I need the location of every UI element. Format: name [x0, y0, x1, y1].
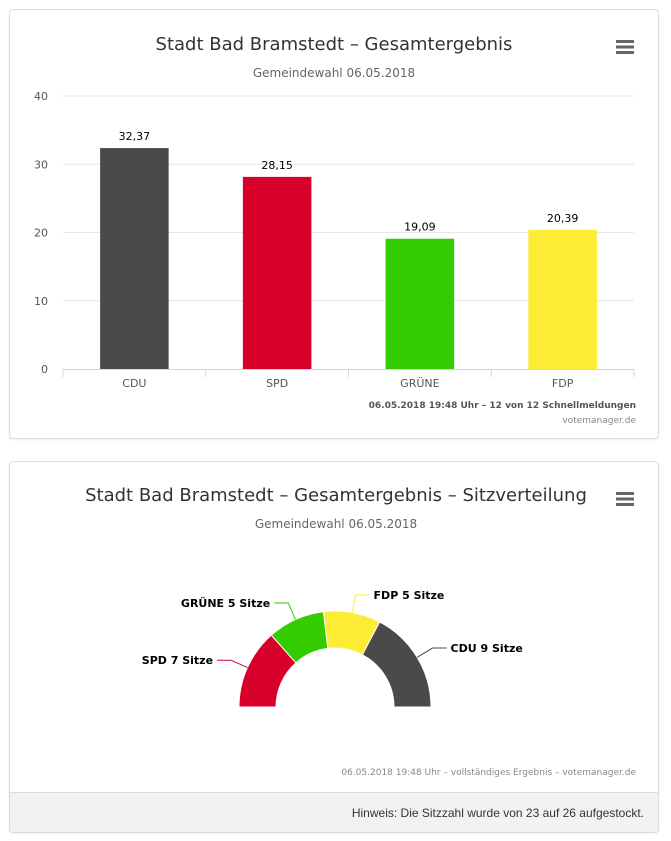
hamburger-menu-icon[interactable] — [616, 492, 634, 506]
y-tick-label: 0 — [41, 363, 48, 376]
bar-spd[interactable] — [242, 176, 312, 369]
connector-line — [274, 602, 297, 620]
bar-cdu[interactable] — [100, 148, 169, 369]
seat-increase-note: Hinweis: Die Sitzzahl wurde von 23 auf 2… — [10, 792, 658, 832]
data-label: 32,37 — [119, 130, 151, 143]
y-tick-label: 40 — [34, 90, 48, 103]
slice-label: FDP 5 Sitze — [374, 589, 445, 602]
bar-chart-subtitle: Gemeindewahl 06.05.2018 — [253, 66, 415, 80]
seat-chart: Stadt Bad Bramstedt – Gesamtergebnis – S… — [85, 485, 636, 778]
bar-chart-card: Stadt Bad Bramstedt – Gesamtergebnis Gem… — [9, 9, 659, 439]
bar-chart-credit[interactable]: votemanager.de — [562, 416, 636, 426]
connector-line — [351, 594, 370, 613]
connector-line — [217, 659, 248, 669]
seat-chart-card: Stadt Bad Bramstedt – Gesamtergebnis – S… — [9, 461, 659, 833]
data-label: 28,15 — [261, 159, 293, 172]
y-tick-label: 10 — [34, 295, 48, 308]
bar-chart: Stadt Bad Bramstedt – Gesamtergebnis Gem… — [34, 34, 636, 426]
seat-chart-title: Stadt Bad Bramstedt – Gesamtergebnis – S… — [85, 485, 587, 506]
seat-chart-subtitle: Gemeindewahl 06.05.2018 — [255, 517, 417, 531]
bar-fdp[interactable] — [528, 229, 597, 369]
y-tick-label: 30 — [34, 158, 48, 171]
bar-chart-caption: 06.05.2018 19:48 Uhr – 12 von 12 Schnell… — [369, 401, 636, 411]
data-label: 19,09 — [404, 221, 436, 234]
x-tick-label: GRÜNE — [400, 377, 439, 390]
x-tick-label: CDU — [122, 377, 146, 390]
slice-label: CDU 9 Sitze — [451, 642, 523, 655]
bar-chart-title: Stadt Bad Bramstedt – Gesamtergebnis — [156, 34, 513, 55]
x-tick-label: FDP — [552, 377, 574, 390]
y-tick-label: 20 — [34, 227, 48, 240]
bar-grüne[interactable] — [385, 238, 455, 369]
slice-cdu[interactable] — [361, 621, 432, 708]
x-tick-label: SPD — [266, 377, 288, 390]
hamburger-menu-icon[interactable] — [616, 40, 634, 54]
seat-chart-caption: 06.05.2018 19:48 Uhr – vollständiges Erg… — [341, 768, 636, 778]
slice-label: SPD 7 Sitze — [142, 654, 213, 667]
connector-line — [416, 647, 447, 658]
slice-label: GRÜNE 5 Sitze — [181, 596, 270, 610]
data-label: 20,39 — [547, 212, 579, 225]
